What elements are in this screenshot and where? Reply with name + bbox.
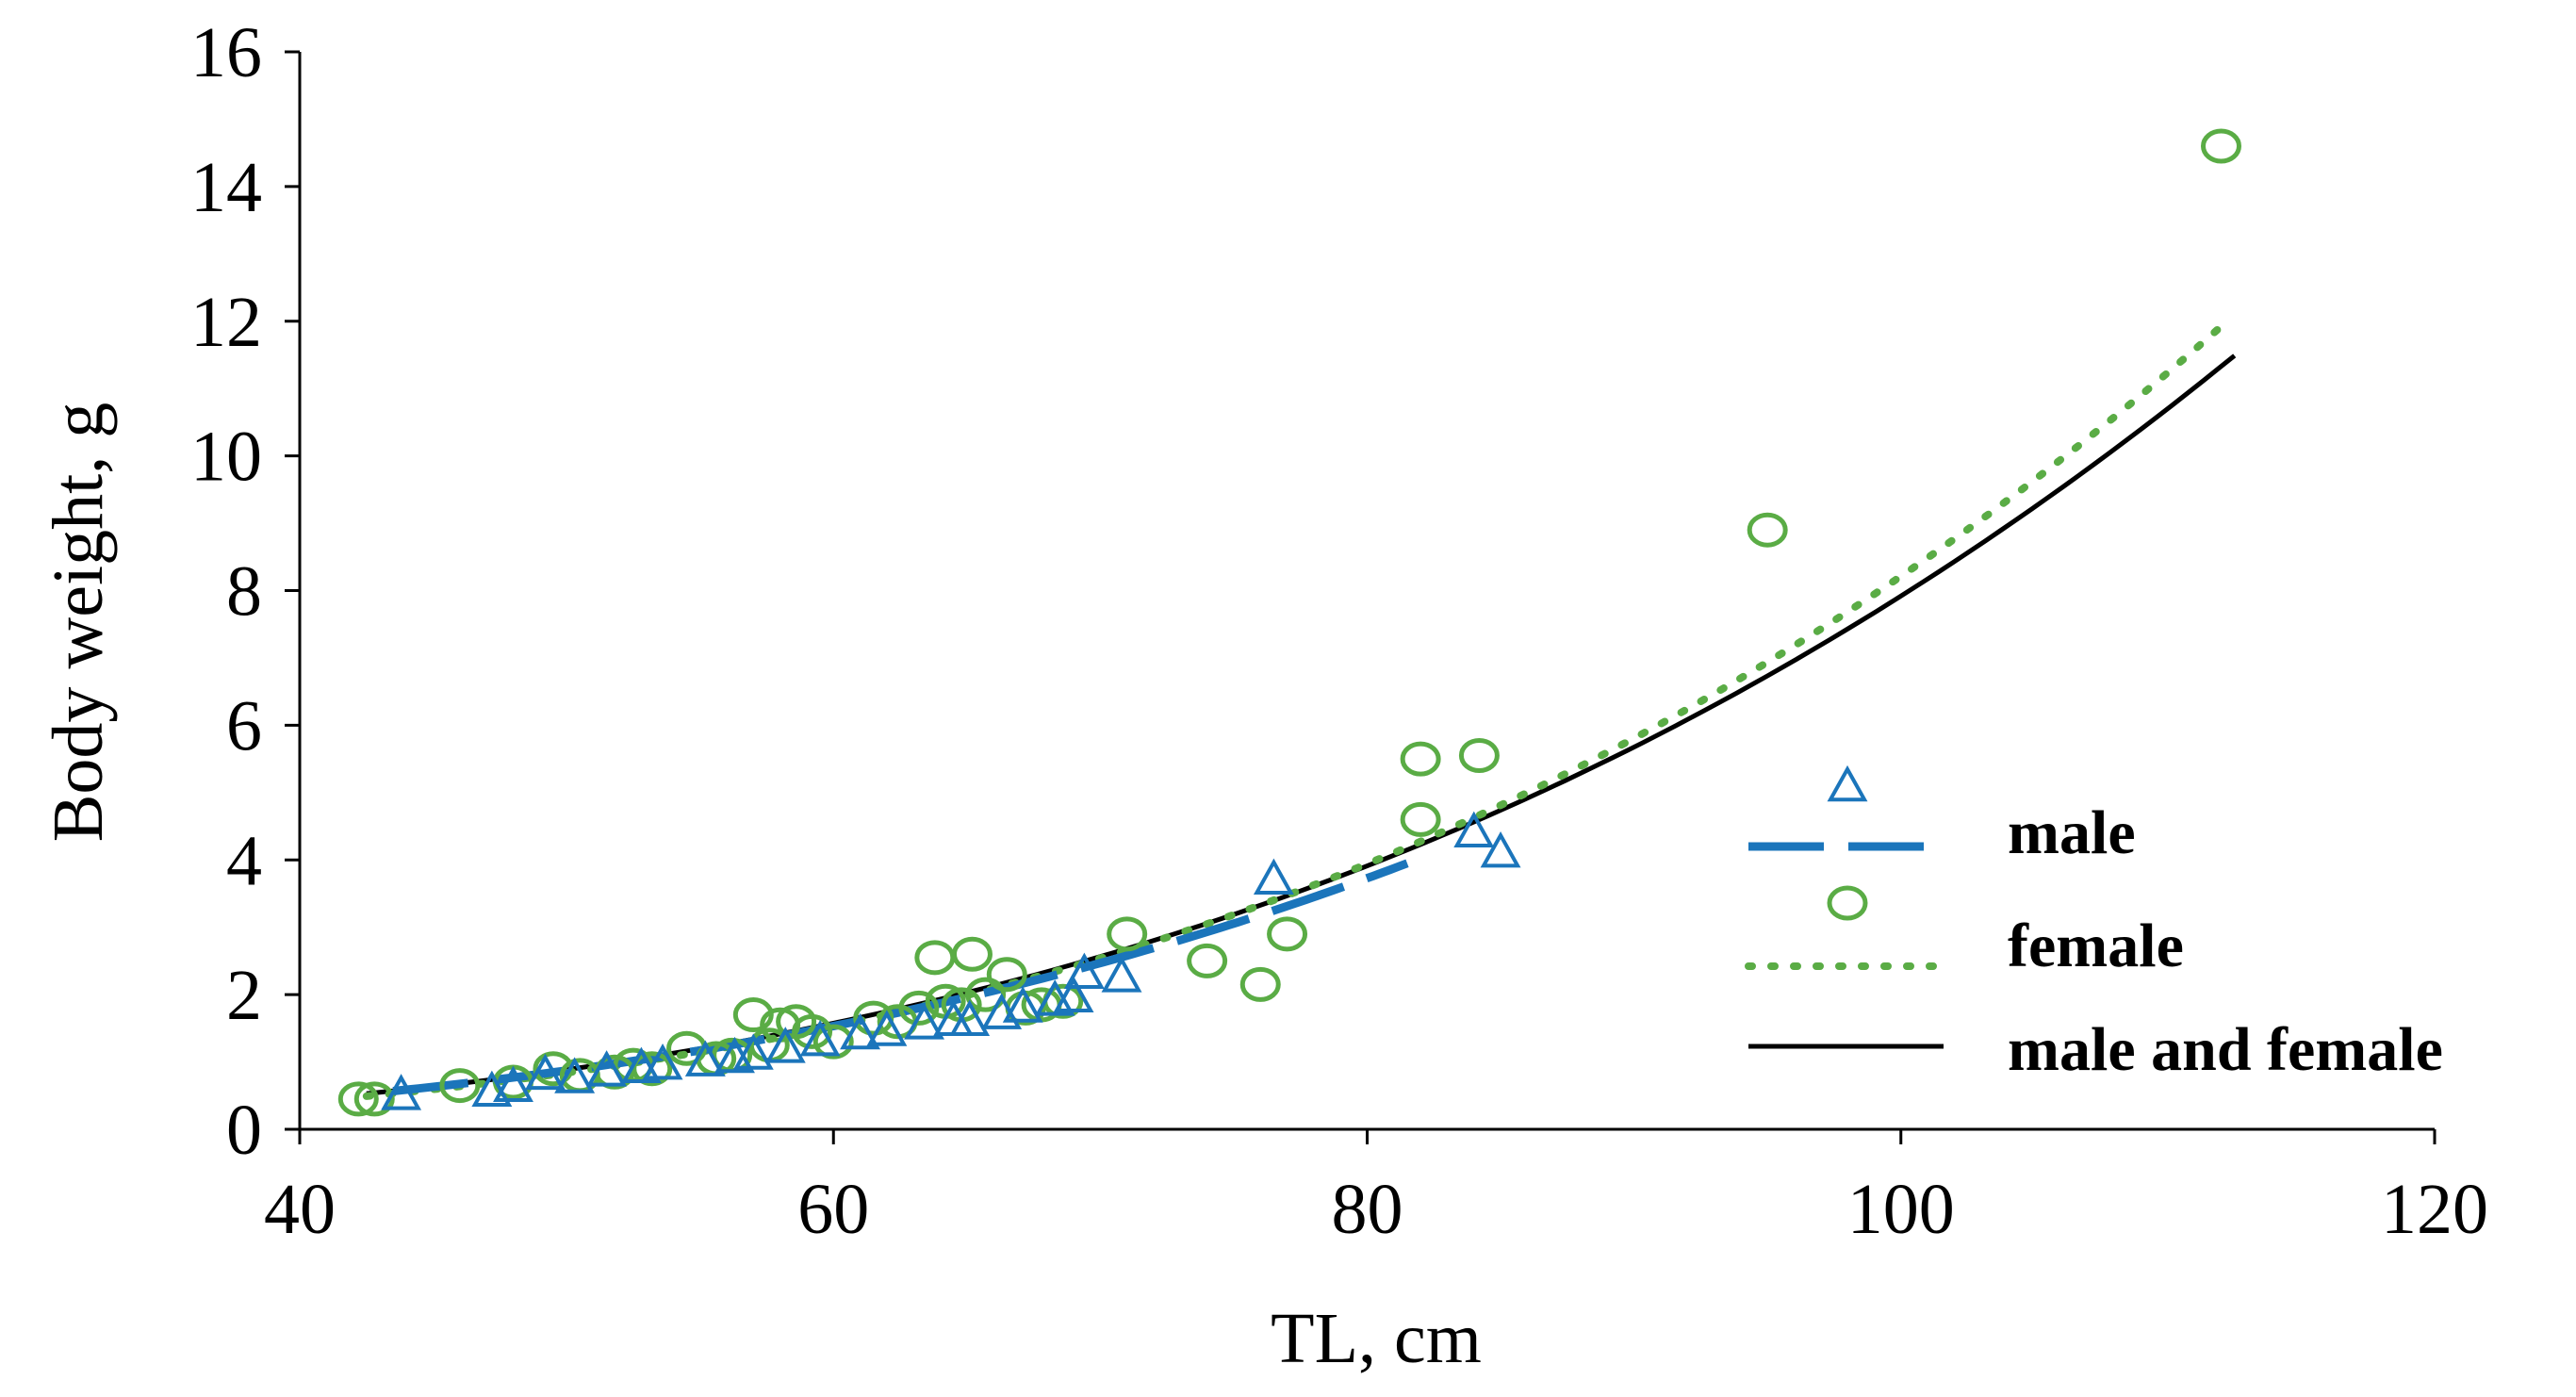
y-tick-label: 10 (190, 418, 262, 497)
female-point (1267, 916, 1308, 952)
female-point (1239, 966, 1281, 1002)
male-point (840, 1012, 881, 1050)
male-point (799, 1020, 841, 1057)
male-point (732, 1033, 774, 1070)
y-tick-label: 14 (190, 148, 262, 227)
male-point (642, 1044, 683, 1080)
female-point (1400, 741, 1441, 777)
male-point (620, 1046, 662, 1084)
legend-female-marker (1827, 885, 1868, 921)
male-point (1253, 858, 1294, 895)
legend-male-and-female-label: male and female (2008, 1015, 2443, 1084)
y-tick-label: 12 (190, 283, 262, 362)
female-point (898, 990, 940, 1026)
male-point (1453, 811, 1495, 847)
x-tick-label: 100 (1847, 1170, 1955, 1249)
y-tick-label: 2 (226, 956, 262, 1035)
male-point (586, 1050, 628, 1087)
legend-male-marker (1827, 764, 1868, 802)
y-tick-label: 16 (190, 13, 262, 92)
legend-male-label: male (2008, 798, 2136, 867)
male-point (1063, 952, 1105, 989)
y-tick-label: 0 (226, 1091, 262, 1170)
axes: 40 60 80 100 120 0 2 4 6 8 10 12 14 16 (190, 13, 2488, 1249)
legend-female-label: female (2008, 912, 2184, 980)
female-point (965, 977, 1007, 1012)
female-point (812, 1024, 854, 1060)
female-point (2201, 128, 2241, 164)
female-point (986, 957, 1027, 993)
x-tick-label: 80 (1332, 1170, 1403, 1249)
legend: male female male and female (1745, 764, 2443, 1084)
female-point (792, 1013, 833, 1049)
male-point (866, 1010, 908, 1046)
male-point (554, 1057, 596, 1093)
female-fit-line (362, 322, 2225, 1100)
male-point (764, 1027, 806, 1063)
male-point (949, 999, 991, 1036)
female-point (353, 1081, 395, 1117)
female-point (1187, 943, 1228, 978)
male-point (904, 1003, 944, 1040)
male-point (1101, 956, 1142, 993)
y-tick-label: 6 (226, 686, 262, 765)
y-axis-title: Body weight, g (39, 403, 118, 843)
fit-lines (362, 322, 2237, 1100)
male-point (525, 1053, 566, 1091)
female-point (951, 936, 993, 972)
x-tick-label: 120 (2381, 1170, 2488, 1249)
male-point (1053, 976, 1094, 1012)
female-point (1400, 801, 1441, 837)
y-tick-label: 8 (226, 552, 262, 632)
female-point (1107, 916, 1148, 952)
female-point (439, 1068, 481, 1104)
male-point (493, 1065, 533, 1103)
data-points (337, 128, 2241, 1117)
male-point (684, 1040, 726, 1077)
female-point (1747, 512, 1788, 548)
male-point (381, 1074, 422, 1110)
x-axis-title: TL, cm (1271, 1299, 1482, 1378)
female-point (914, 940, 956, 976)
female-point (337, 1081, 379, 1117)
x-tick-label: 40 (264, 1170, 336, 1249)
x-tick-label: 60 (797, 1170, 869, 1249)
male-point (1002, 986, 1043, 1023)
female-point (632, 1051, 673, 1087)
y-tick-label: 4 (226, 821, 262, 900)
female-point (1458, 738, 1500, 774)
male-and-female-fit-line (366, 353, 2237, 1096)
male-point (1480, 831, 1521, 868)
female-point (732, 997, 774, 1033)
axis-labels: TL, cm Body weight, g (39, 403, 1482, 1378)
